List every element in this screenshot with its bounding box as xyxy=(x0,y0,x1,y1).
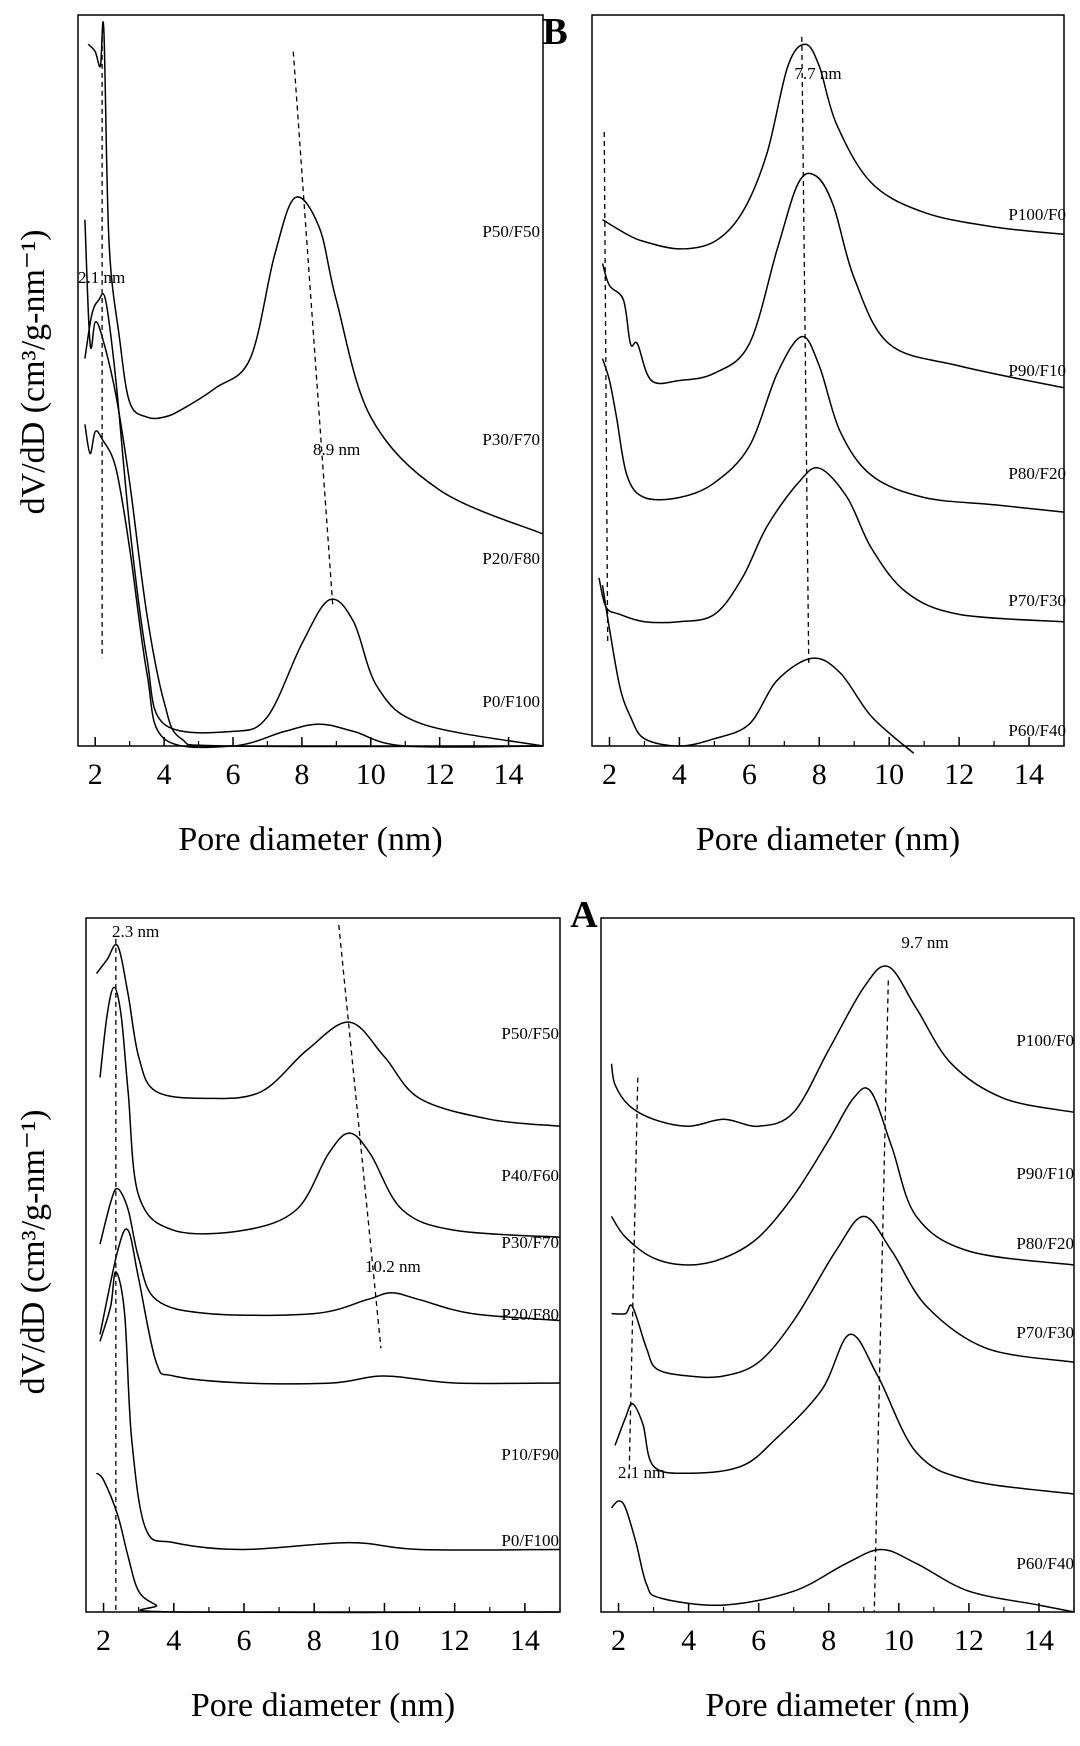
series-curve-p0-f100 xyxy=(84,219,544,748)
series-label: P90/F10 xyxy=(1016,1164,1074,1183)
plot-frame xyxy=(600,917,1075,1613)
peak-guide-line xyxy=(873,980,889,1613)
series-curve-p70-f30 xyxy=(614,1333,1075,1495)
x-tick-label: 4 xyxy=(672,758,687,791)
peak-guide-line xyxy=(338,924,382,1349)
x-tick-label: 10 xyxy=(874,758,904,791)
series-label: P50/F50 xyxy=(501,1024,559,1043)
peak-guide-line xyxy=(603,131,609,644)
series-curve-p30-f70 xyxy=(99,1187,561,1322)
series-curve-p20-f80 xyxy=(99,1228,561,1385)
series-curve-p60-f40 xyxy=(610,1500,1075,1613)
series-label: P70/F30 xyxy=(1008,591,1066,610)
x-tick-label: 8 xyxy=(307,1624,322,1657)
series-label: P30/F70 xyxy=(482,430,540,449)
peak-annotation: 8.9 nm xyxy=(313,440,360,459)
series-label: P60/F40 xyxy=(1016,1554,1074,1573)
x-tick-label: 6 xyxy=(742,758,757,791)
peak-annotation: 9.7 nm xyxy=(901,933,948,952)
series-label: P20/F80 xyxy=(482,549,540,568)
series-label: P50/F50 xyxy=(482,222,540,241)
x-tick-label: 2 xyxy=(96,1624,111,1657)
x-tick-label: 14 xyxy=(1014,758,1044,791)
x-tick-label: 8 xyxy=(821,1624,836,1657)
series-label: P10/F90 xyxy=(501,1445,559,1464)
x-tick-label: 12 xyxy=(954,1624,984,1657)
peak-annotation: 2.1 nm xyxy=(618,1463,665,1482)
x-tick-label: 6 xyxy=(226,758,241,791)
x-tick-label: 4 xyxy=(681,1624,696,1657)
series-curve-p50-f50 xyxy=(87,21,544,535)
x-tick-label: 14 xyxy=(1024,1624,1054,1657)
plot-frame xyxy=(85,917,561,1613)
series-curve-p100-f0 xyxy=(610,965,1075,1127)
series-label: P100/F0 xyxy=(1016,1031,1074,1050)
series-label: P90/F10 xyxy=(1008,361,1066,380)
plot-frame xyxy=(77,14,544,747)
series-curve-p50-f50 xyxy=(95,943,561,1127)
series-curve-p90-f10 xyxy=(601,172,1065,389)
series-curve-p0-f100 xyxy=(95,1472,561,1614)
series-curve-p60-f40 xyxy=(601,585,915,754)
series-curve-p40-f60 xyxy=(99,986,561,1238)
x-tick-label: 4 xyxy=(166,1624,181,1657)
x-tick-label: 8 xyxy=(812,758,827,791)
peak-guide-line xyxy=(292,51,334,608)
series-curve-p80-f20 xyxy=(611,1215,1075,1379)
series-curve-p30-f70 xyxy=(84,292,544,747)
x-tick-label: 10 xyxy=(369,1624,399,1657)
x-tick-label: 6 xyxy=(237,1624,252,1657)
x-axis-title: Pore diameter (nm) xyxy=(705,1687,969,1724)
series-label: P30/F70 xyxy=(501,1233,559,1252)
series-label: P80/F20 xyxy=(1016,1234,1074,1253)
peak-annotation: 7.7 nm xyxy=(794,64,841,83)
x-tick-label: 10 xyxy=(356,758,386,791)
series-label: P70/F30 xyxy=(1016,1323,1074,1342)
series-curve-p90-f10 xyxy=(610,1087,1075,1266)
y-axis-title-a: dV/dD (cm³/g-nm⁻¹) xyxy=(15,1110,52,1395)
y-axis-title-b: dV/dD (cm³/g-nm⁻¹) xyxy=(15,230,52,515)
x-tick-label: 14 xyxy=(510,1624,540,1657)
series-label: P100/F0 xyxy=(1008,205,1066,224)
x-tick-label: 2 xyxy=(602,758,617,791)
x-tick-label: 12 xyxy=(440,1624,470,1657)
x-tick-label: 4 xyxy=(157,758,172,791)
series-label: P0/F100 xyxy=(501,1531,559,1550)
x-tick-label: 2 xyxy=(88,758,103,791)
x-tick-label: 10 xyxy=(884,1624,914,1657)
series-label: P80/F20 xyxy=(1008,464,1066,483)
series-curve-p80-f20 xyxy=(601,335,1065,513)
series-curve-p100-f0 xyxy=(602,43,1065,250)
x-axis-title: Pore diameter (nm) xyxy=(178,821,442,858)
x-tick-label: 2 xyxy=(611,1624,626,1657)
peak-annotation: 2.3 nm xyxy=(112,922,159,941)
peak-annotation: 2.1 nm xyxy=(78,268,125,287)
x-tick-label: 12 xyxy=(944,758,974,791)
plot-frame xyxy=(591,14,1065,747)
x-tick-label: 14 xyxy=(494,758,524,791)
series-label: P0/F100 xyxy=(482,692,540,711)
series-curve-p70-f30 xyxy=(598,466,1065,624)
series-label: P40/F60 xyxy=(501,1166,559,1185)
x-axis-title: Pore diameter (nm) xyxy=(696,821,960,858)
series-curve-p20-f80 xyxy=(84,424,544,749)
series-label: P20/F80 xyxy=(501,1305,559,1324)
peak-annotation: 10.2 nm xyxy=(365,1257,421,1276)
panel-letter-a: A xyxy=(570,894,598,936)
series-curve-p10-f90 xyxy=(99,1271,561,1551)
x-axis-title: Pore diameter (nm) xyxy=(191,1687,455,1724)
series-label: P60/F40 xyxy=(1008,721,1066,740)
panel-letter-b: B xyxy=(542,11,567,53)
peak-guide-line xyxy=(628,1077,639,1481)
peak-guide-line xyxy=(801,36,810,666)
x-tick-label: 8 xyxy=(294,758,309,791)
x-tick-label: 12 xyxy=(425,758,455,791)
x-tick-label: 6 xyxy=(751,1624,766,1657)
